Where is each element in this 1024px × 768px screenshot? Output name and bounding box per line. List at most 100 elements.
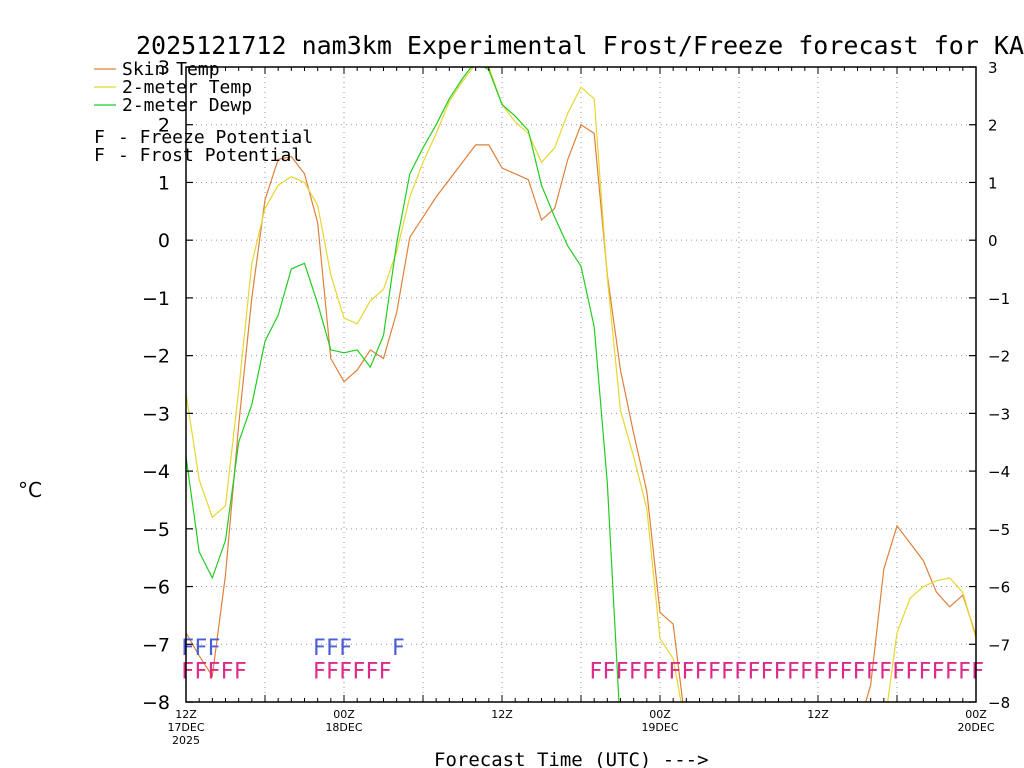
freeze-mark: F xyxy=(919,659,932,684)
freeze-mark: F xyxy=(590,659,603,684)
freeze-mark: F xyxy=(339,659,352,684)
freeze-mark: F xyxy=(866,659,879,684)
y-axis-label: °C xyxy=(18,478,42,502)
freeze-mark: F xyxy=(208,659,221,684)
series-line-2-meter-dewp xyxy=(186,67,620,702)
freeze-mark: F xyxy=(708,659,721,684)
freeze-mark: F xyxy=(695,659,708,684)
x-tick-label: 18DEC xyxy=(325,721,362,734)
freeze-mark: F xyxy=(366,659,379,684)
y-tick-label-right: 1 xyxy=(988,174,998,192)
y-tick-label: 1 xyxy=(158,172,170,194)
x-tick-label: 00Z xyxy=(649,708,671,721)
freeze-mark: F xyxy=(906,659,919,684)
y-tick-label-right: −7 xyxy=(988,636,1010,654)
x-tick-label: 19DEC xyxy=(641,721,678,734)
y-tick-label: −4 xyxy=(142,461,170,483)
y-tick-label: −5 xyxy=(142,519,170,541)
legend-label: Skin Temp xyxy=(122,59,220,80)
freeze-mark: F xyxy=(313,659,326,684)
freeze-mark: F xyxy=(827,659,840,684)
freeze-mark: F xyxy=(774,659,787,684)
freeze-mark: F xyxy=(958,659,971,684)
frost-mark: F xyxy=(313,636,326,661)
y-tick-label-right: −6 xyxy=(988,579,1010,597)
freeze-mark: F xyxy=(853,659,866,684)
freeze-mark: F xyxy=(353,659,366,684)
y-tick-label-right: −3 xyxy=(988,405,1010,423)
series-line-2-meter-temp xyxy=(186,67,976,702)
x-tick-label: 00Z xyxy=(965,708,987,721)
freeze-mark: F xyxy=(326,659,339,684)
x-tick-label: 00Z xyxy=(333,708,355,721)
freeze-mark: F xyxy=(734,659,747,684)
freeze-mark: F xyxy=(181,659,194,684)
y-tick-label: −6 xyxy=(142,577,170,599)
legend-label: 2-meter Temp xyxy=(122,77,252,98)
y-tick-label-right: −4 xyxy=(988,463,1010,481)
legend-note-symbol: F xyxy=(94,127,105,148)
legend-note-symbol: F xyxy=(94,145,105,166)
y-tick-label-right: 3 xyxy=(988,59,998,77)
freeze-mark: F xyxy=(603,659,616,684)
y-tick-label: −2 xyxy=(142,346,170,368)
freeze-mark: F xyxy=(221,659,234,684)
series-line-skin-temp xyxy=(186,123,976,702)
y-axis-ticks: 3 3 2 2 1 1 0 0 −1 −1 −2 −2 −3 −3 −4 −4 −5 −5 −6 −6 −7 −7 −8 −8 xyxy=(142,57,1010,714)
x-tick-label: 17DEC xyxy=(167,721,204,734)
frost-mark: F xyxy=(181,636,194,661)
freeze-mark: F xyxy=(840,659,853,684)
frost-mark: F xyxy=(208,636,221,661)
series-lines xyxy=(186,67,976,702)
freeze-mark: F xyxy=(234,659,247,684)
freeze-mark: F xyxy=(971,659,984,684)
y-tick-label-right: −2 xyxy=(988,348,1010,366)
y-tick-label-right: −5 xyxy=(988,521,1010,539)
freeze-mark: F xyxy=(748,659,761,684)
freeze-mark: F xyxy=(195,659,208,684)
frost-mark: F xyxy=(392,636,405,661)
y-tick-label-right: −8 xyxy=(988,694,1010,712)
legend-note-label: - Freeze Potential xyxy=(118,127,313,148)
y-tick-label-right: −1 xyxy=(988,290,1010,308)
x-tick-label: 20DEC xyxy=(957,721,994,734)
legend-label: 2-meter Dewp xyxy=(122,95,252,116)
y-tick-label: −8 xyxy=(142,692,170,714)
frost-mark: F xyxy=(339,636,352,661)
freeze-mark: F xyxy=(813,659,826,684)
freeze-mark: F xyxy=(616,659,629,684)
freeze-mark: F xyxy=(787,659,800,684)
frost-mark: F xyxy=(326,636,339,661)
legend-note-label: - Frost Potential xyxy=(118,145,302,166)
y-tick-label: 3 xyxy=(158,57,170,79)
potential-marks: F F F F F F FF F F F F F F F F F F F F F F F F F F F F F F F F F F F F F F F F… xyxy=(181,636,984,684)
y-tick-label-right: 0 xyxy=(988,232,998,250)
freeze-mark: F xyxy=(682,659,695,684)
y-tick-label: −7 xyxy=(142,634,170,656)
frost-mark: F xyxy=(195,636,208,661)
freeze-mark: F xyxy=(945,659,958,684)
freeze-mark: F xyxy=(655,659,668,684)
freeze-mark: F xyxy=(879,659,892,684)
x-axis-label: Forecast Time (UTC) ---> xyxy=(434,749,709,768)
freeze-mark: F xyxy=(761,659,774,684)
y-tick-label: −3 xyxy=(142,403,170,425)
freeze-mark: F xyxy=(892,659,905,684)
chart-title: 2025121712 nam3km Experimental Frost/Fre… xyxy=(136,31,1024,60)
freeze-mark: F xyxy=(669,659,682,684)
y-tick-label-right: 2 xyxy=(988,117,998,135)
freeze-mark: F xyxy=(800,659,813,684)
freeze-mark: F xyxy=(932,659,945,684)
grid xyxy=(185,66,977,703)
x-tick-label: 12Z xyxy=(175,708,197,721)
freeze-mark: F xyxy=(379,659,392,684)
freeze-mark: F xyxy=(721,659,734,684)
y-tick-label: −1 xyxy=(142,288,170,310)
x-tick-label: 2025 xyxy=(172,734,200,747)
freeze-mark: F xyxy=(642,659,655,684)
freeze-mark: F xyxy=(629,659,642,684)
y-tick-label: 2 xyxy=(158,115,170,137)
